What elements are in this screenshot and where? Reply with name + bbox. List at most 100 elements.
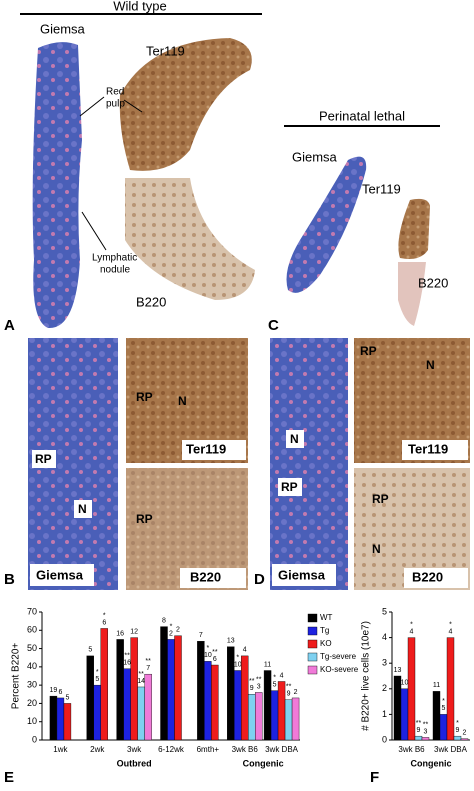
n-label: 5: [273, 681, 277, 688]
stain-label: Ter119: [186, 441, 226, 456]
pointer: [123, 99, 143, 113]
legend-label: KO: [320, 639, 332, 648]
region-label: N: [372, 542, 381, 556]
y-tick-label: 0: [382, 734, 387, 744]
panel-letter: B: [4, 571, 15, 588]
n-label: 2: [176, 627, 180, 634]
label-box: [272, 564, 336, 586]
stain-label: Giemsa: [40, 21, 86, 36]
significance-label: *: [96, 669, 99, 676]
n-label: 9: [417, 727, 421, 734]
bar: [284, 699, 293, 741]
annotation: Lymphatic: [92, 253, 137, 264]
n-label: 14: [137, 678, 145, 685]
panel-letter: F: [370, 769, 379, 786]
bar: [137, 686, 145, 741]
panel-a: Wild type Giemsa Ter119 B220 Red pulp Ly…: [4, 0, 262, 334]
n-label: 5: [65, 694, 69, 701]
ter119-section: [398, 198, 430, 259]
bar: [432, 691, 441, 741]
region-label: RP: [360, 344, 377, 358]
label-box: [278, 478, 302, 496]
x-tick-label: 2wk: [90, 745, 105, 754]
region-label: N: [290, 432, 299, 446]
label-box: [30, 564, 94, 586]
stain-label: Ter119: [408, 441, 448, 456]
y-tick-label: 40: [27, 661, 37, 671]
n-label: 3: [257, 683, 261, 690]
bar: [234, 670, 242, 741]
ter119-section: [119, 38, 252, 171]
bar: [56, 697, 65, 741]
n-label: 11: [433, 682, 440, 689]
label-box: [180, 568, 246, 588]
label-box: [74, 500, 92, 518]
n-label: 8: [162, 617, 166, 624]
legend-swatch: [307, 665, 318, 675]
significance-label: **: [256, 676, 262, 683]
significance-label: **: [286, 684, 292, 691]
n-label: 12: [130, 628, 138, 635]
significance-label: **: [212, 649, 218, 656]
significance-label: *: [449, 621, 452, 628]
n-label: 4: [280, 672, 284, 679]
n-label: 6: [213, 656, 217, 663]
legend-swatch: [307, 626, 318, 636]
y-tick-label: 5: [382, 606, 387, 616]
bar: [255, 692, 263, 741]
stain-label: Ter119: [146, 43, 185, 58]
y-tick-label: 0: [32, 734, 37, 744]
bar: [167, 639, 175, 741]
stain-label: Giemsa: [292, 149, 338, 164]
panel-letter: E: [4, 769, 14, 786]
bar: [123, 668, 131, 741]
b220-section: [398, 262, 426, 326]
group-label: Outbred: [117, 758, 152, 768]
pointer: [81, 211, 107, 251]
significance-label: **: [423, 721, 429, 728]
n-label: 16: [116, 630, 124, 637]
panel-title: Perinatal lethal: [319, 108, 405, 123]
region-label: RP: [35, 452, 52, 466]
n-label: 13: [394, 667, 402, 674]
bar: [160, 626, 168, 741]
bar: [439, 714, 448, 741]
y-axis-title: Percent B220+: [11, 643, 22, 710]
region-label: N: [426, 358, 435, 372]
n-label: 7: [199, 632, 203, 639]
significance-label: **: [138, 671, 144, 678]
region-label: RP: [281, 480, 298, 494]
legend-label: Tg: [320, 626, 329, 635]
n-label: 13: [227, 638, 235, 645]
bar: [421, 737, 430, 741]
significance-label: *: [170, 623, 173, 630]
stain-label: B220: [136, 294, 166, 309]
n-label: 2: [169, 630, 173, 637]
n-label: 10: [401, 680, 409, 687]
panel-title: Wild type: [113, 0, 166, 13]
significance-label: *: [273, 674, 276, 681]
region-label: RP: [136, 390, 153, 404]
region-label: RP: [372, 492, 389, 506]
annotation: nodule: [100, 265, 130, 276]
bar: [116, 639, 124, 741]
label-box: [182, 440, 246, 460]
panel-b: Giemsa Ter119 B220 RP N RP N RP B: [4, 338, 248, 590]
significance-label: *: [206, 645, 209, 652]
n-label: 5: [95, 676, 99, 683]
bar: [211, 664, 219, 741]
significance-label: **: [249, 678, 255, 685]
giemsa-section: [286, 156, 367, 293]
x-tick-label: 3wk DBA: [434, 745, 468, 754]
x-tick-label: 3wk B6: [398, 745, 425, 754]
y-axis-title: # B220+ live cells (10e7): [361, 621, 372, 731]
significance-label: *: [410, 621, 413, 628]
y-tick-label: 1: [382, 709, 387, 719]
panel-c: Perinatal lethal Giemsa Ter119 B220 C: [268, 108, 448, 334]
significance-label: **: [145, 658, 151, 665]
n-label: 5: [88, 647, 92, 654]
significance-label: *: [236, 654, 239, 661]
bar: [204, 661, 212, 741]
legend-swatch: [307, 613, 318, 623]
